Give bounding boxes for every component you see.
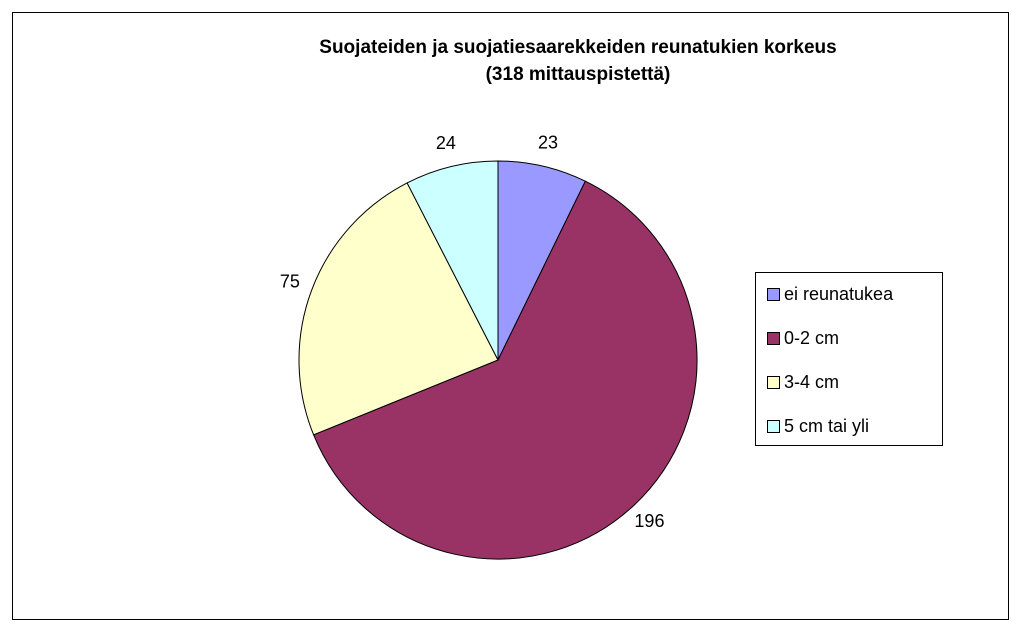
legend-swatch	[767, 420, 780, 433]
data-label: 23	[538, 132, 558, 152]
data-label: 24	[436, 133, 456, 153]
chart-title: (318 mittauspistettä)	[486, 64, 671, 85]
pie-slice	[406, 160, 499, 361]
legend-swatch	[767, 288, 780, 301]
chart-title: Suojateiden ja suojatiesaarekkeiden reun…	[319, 37, 836, 58]
legend-swatch	[767, 376, 780, 389]
legend-box	[755, 272, 943, 446]
legend-label: 0-2 cm	[784, 328, 839, 348]
pie-slice	[298, 182, 499, 436]
legend-label: 5 cm tai yli	[784, 416, 869, 436]
legend-swatch	[767, 332, 780, 345]
data-label: 75	[280, 271, 300, 291]
legend-label: ei reunatukea	[784, 284, 894, 304]
data-label: 196	[634, 511, 664, 531]
legend-label: 3-4 cm	[784, 372, 839, 392]
pie-slice	[312, 180, 698, 560]
